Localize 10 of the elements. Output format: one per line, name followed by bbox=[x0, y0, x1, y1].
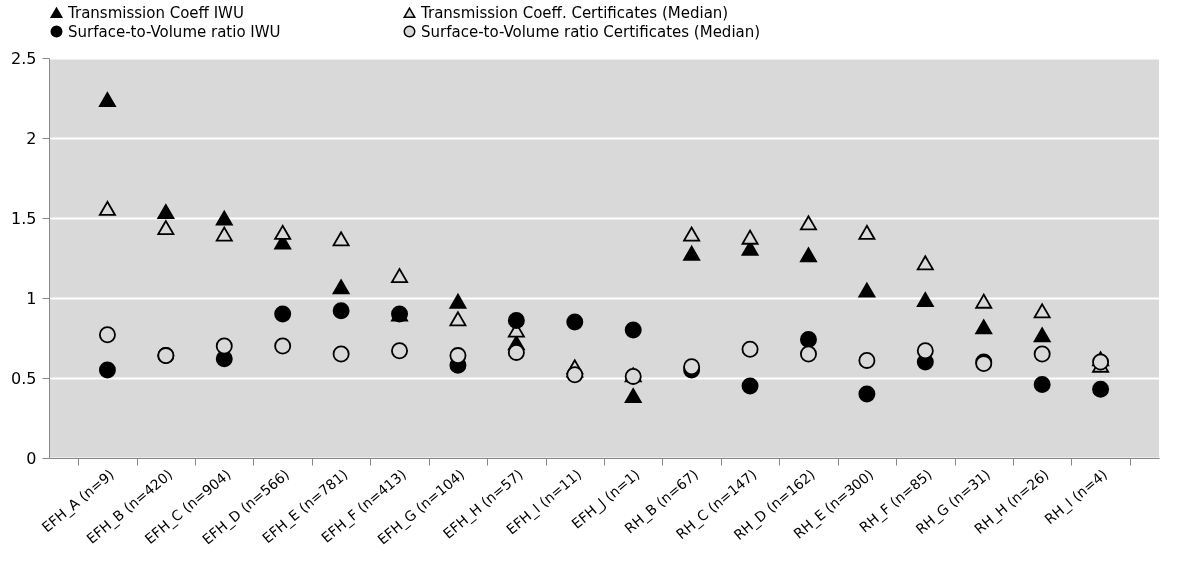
y-tick-label: 1.5 bbox=[11, 208, 37, 228]
legend-label: Transmission Coeff. Certificates (Median) bbox=[420, 3, 729, 22]
y-tick-label: 1 bbox=[26, 288, 37, 308]
legend-label: Surface-to-Volume ratio Certificates (Median) bbox=[421, 22, 761, 41]
y-tick-label: 2 bbox=[26, 128, 37, 148]
y-tick-label: 0.5 bbox=[11, 368, 37, 388]
y-tick-label: 2.5 bbox=[11, 48, 37, 68]
legend-label: Surface-to-Volume ratio IWU bbox=[68, 22, 281, 41]
legend-label: Transmission Coeff IWU bbox=[67, 3, 244, 22]
y-tick-label: 0 bbox=[26, 448, 37, 468]
